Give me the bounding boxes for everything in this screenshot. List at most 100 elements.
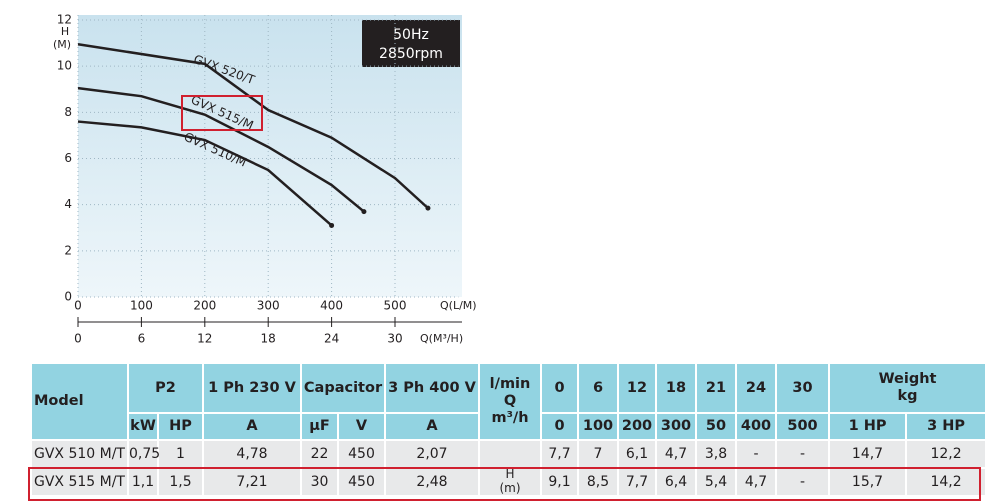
table-cell: 7,7 [540, 439, 580, 469]
table-cell: 0 [540, 412, 580, 441]
x-tick-label: 100 [130, 299, 153, 313]
table-cell: GVX 515 M/T [30, 467, 129, 497]
x-tick-label: 500 [384, 299, 407, 313]
table-cell: 50 [695, 412, 738, 441]
y-tick-label: 12 [57, 13, 72, 27]
y-tick-label: 0 [64, 290, 72, 304]
table-cell: 400 [735, 412, 778, 441]
table-cell: 6 [577, 362, 620, 414]
table-cell: 6,1 [617, 439, 658, 469]
x2-tick-label: 12 [197, 332, 212, 346]
table-cell: 500 [775, 412, 831, 441]
table-row: GVX 510 M/T 0,75 1 4,78 22 450 2,07 H (m) 7,7 7 6,… [30, 439, 988, 497]
table-cell: 1 [157, 439, 204, 469]
table-cell: A [384, 412, 481, 441]
table-cell: 200 [617, 412, 658, 441]
table-cell: 3 Ph 400 V [384, 362, 481, 414]
curve-end [361, 209, 367, 215]
table-cell: A [202, 412, 302, 441]
table-cell: 21 [695, 362, 738, 414]
table-cell: 9,1 [540, 467, 580, 497]
y-tick-label: 4 [64, 197, 72, 211]
table-cell: Model [30, 362, 129, 441]
x2-tick-label: 6 [138, 332, 146, 346]
table-cell: 24 [735, 362, 778, 414]
table-cell: V [336, 412, 387, 441]
table-cell: 8,5 [577, 467, 620, 497]
table-cell: 1 Ph 230 V [202, 362, 302, 414]
y-tick-label: 6 [64, 151, 72, 165]
table-cell: GVX 510 M/T [30, 439, 129, 469]
x2-tick-label: 24 [324, 332, 339, 346]
table-cell: 450 [336, 439, 387, 469]
curve [77, 43, 429, 210]
table-cell: - [775, 467, 831, 497]
x2-tick-label: 30 [387, 332, 402, 346]
table-cell: Capacitor [299, 362, 387, 414]
table-cell: 2,07 [384, 439, 481, 469]
table-cell: 450 [336, 467, 387, 497]
table-cell: 1 HP [828, 412, 908, 441]
table-cell: 4,7 [655, 439, 698, 469]
x-tick-label: 200 [193, 299, 216, 313]
table-cell: 300 [655, 412, 698, 441]
table-cell: 12 [617, 362, 658, 414]
table-cell: 14,7 [828, 439, 908, 469]
table-cell: 15,7 [828, 467, 908, 497]
table-cell: µF [300, 412, 339, 441]
table-cell: - [775, 439, 831, 469]
table-cell: l/min Q m³/h [478, 362, 543, 441]
x2-tick-label: 0 [74, 332, 82, 346]
table-cell: 1,5 [157, 467, 204, 497]
table-cell: 18 [655, 362, 698, 414]
table-cell: 14,2 [905, 467, 988, 497]
info-box [362, 20, 460, 67]
table-cell: 4,78 [202, 439, 302, 469]
x2-tick-label: 18 [261, 332, 276, 346]
annotation: 50Hz [393, 27, 429, 43]
table-cell: 30 [775, 362, 831, 414]
table-cell: 30 [300, 467, 339, 497]
y-axis-label: (M) [53, 38, 71, 51]
table-cell: 100 [577, 412, 620, 441]
table-cell: HP [157, 412, 204, 441]
curve-end [425, 205, 431, 211]
annotation: 2850rpm [379, 46, 443, 62]
table-cell: P2 [127, 362, 204, 414]
y-axis-label: H [61, 25, 69, 38]
x-tick-label: 0 [74, 299, 82, 313]
table-cell: Weight kg [828, 362, 988, 414]
table-cell: 5,4 [695, 467, 738, 497]
table-cell: 2,48 [384, 467, 481, 497]
table-cell: 12,2 [905, 439, 988, 469]
x-axis-label: Q(L/M) [440, 299, 477, 312]
table-cell: 7,21 [202, 467, 302, 497]
label-highlight [181, 95, 263, 131]
table-cell: 0,75 [127, 439, 160, 469]
table-cell: 7 [577, 439, 620, 469]
table-cell: 3,8 [695, 439, 738, 469]
table-cell: 0 [540, 362, 580, 414]
y-tick-label: 2 [64, 243, 72, 257]
x-tick-label: 300 [257, 299, 280, 313]
x2-axis-label: Q(M³/H) [420, 332, 463, 345]
table-cell: 3 HP [905, 412, 988, 441]
table-cell: kW [127, 412, 159, 441]
table-cell: 4,7 [735, 467, 778, 497]
curve-end [329, 222, 335, 228]
table-cell: 6,4 [655, 467, 698, 497]
table-cell: 22 [300, 439, 339, 469]
y-tick-label: 10 [57, 59, 72, 73]
table-row: GVX 515 M/T 1,1 1,5 7,21 30 450 2,48 9,1 8,5 7,7 6… [30, 467, 988, 497]
table-cell: 1,1 [127, 467, 159, 497]
chart: 50Hz 2850rpm H (M) Q(L/M) Q(M³/H) 024681… [53, 13, 477, 346]
y-tick-label: 8 [64, 105, 72, 119]
table-cell: 7,7 [617, 467, 658, 497]
table-cell: - [735, 439, 778, 469]
curve [77, 120, 333, 227]
row-highlight [28, 467, 981, 501]
x-tick-label: 400 [320, 299, 343, 313]
